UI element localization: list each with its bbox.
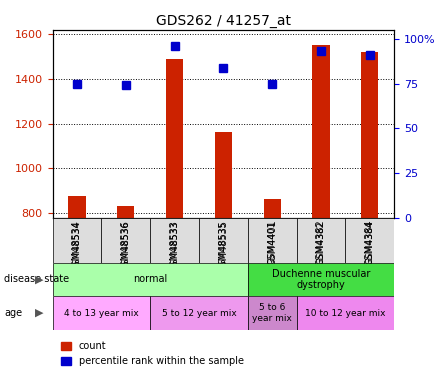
Text: disease state: disease state xyxy=(4,274,70,284)
FancyBboxPatch shape xyxy=(248,217,297,262)
Text: GSM48535: GSM48535 xyxy=(219,221,228,270)
Text: GSM48536: GSM48536 xyxy=(121,221,130,270)
Text: GSM48534: GSM48534 xyxy=(72,220,82,273)
Text: 5 to 6
year mix: 5 to 6 year mix xyxy=(252,303,292,323)
Bar xyxy=(215,132,232,218)
Text: GSM48533: GSM48533 xyxy=(170,220,180,273)
Legend: count, percentile rank within the sample: count, percentile rank within the sample xyxy=(57,338,248,370)
Text: age: age xyxy=(4,308,22,318)
FancyBboxPatch shape xyxy=(101,217,150,262)
Text: GSM4384: GSM4384 xyxy=(365,221,374,264)
Text: GSM48536: GSM48536 xyxy=(121,220,131,273)
Text: 5 to 12 year mix: 5 to 12 year mix xyxy=(162,309,237,318)
Text: Duchenne muscular
dystrophy: Duchenne muscular dystrophy xyxy=(272,268,370,290)
FancyBboxPatch shape xyxy=(53,217,101,262)
Title: GDS262 / 41257_at: GDS262 / 41257_at xyxy=(156,13,291,28)
Text: normal: normal xyxy=(133,274,167,284)
FancyBboxPatch shape xyxy=(297,296,394,330)
Text: ▶: ▶ xyxy=(35,308,44,318)
Bar xyxy=(264,198,281,217)
FancyBboxPatch shape xyxy=(53,262,248,296)
Bar xyxy=(166,59,183,217)
Text: 4 to 13 year mix: 4 to 13 year mix xyxy=(64,309,139,318)
FancyBboxPatch shape xyxy=(297,217,346,262)
FancyBboxPatch shape xyxy=(199,217,248,262)
Text: GSM4382: GSM4382 xyxy=(316,220,326,267)
FancyBboxPatch shape xyxy=(150,217,199,262)
FancyBboxPatch shape xyxy=(53,296,150,330)
Text: GSM48535: GSM48535 xyxy=(219,220,228,273)
Text: GSM48533: GSM48533 xyxy=(170,221,179,270)
Text: ▶: ▶ xyxy=(35,274,44,284)
FancyBboxPatch shape xyxy=(248,262,394,296)
FancyBboxPatch shape xyxy=(150,296,248,330)
Text: GSM4401: GSM4401 xyxy=(268,221,277,264)
Text: GSM4382: GSM4382 xyxy=(317,221,325,264)
FancyBboxPatch shape xyxy=(346,217,394,262)
Text: GSM4401: GSM4401 xyxy=(267,220,277,266)
Text: 10 to 12 year mix: 10 to 12 year mix xyxy=(305,309,385,318)
Bar xyxy=(361,53,378,217)
Bar xyxy=(312,45,329,218)
Text: GSM48534: GSM48534 xyxy=(72,221,81,270)
Bar xyxy=(117,206,134,218)
Text: GSM4384: GSM4384 xyxy=(365,220,375,266)
FancyBboxPatch shape xyxy=(248,296,297,330)
Bar xyxy=(68,196,85,217)
